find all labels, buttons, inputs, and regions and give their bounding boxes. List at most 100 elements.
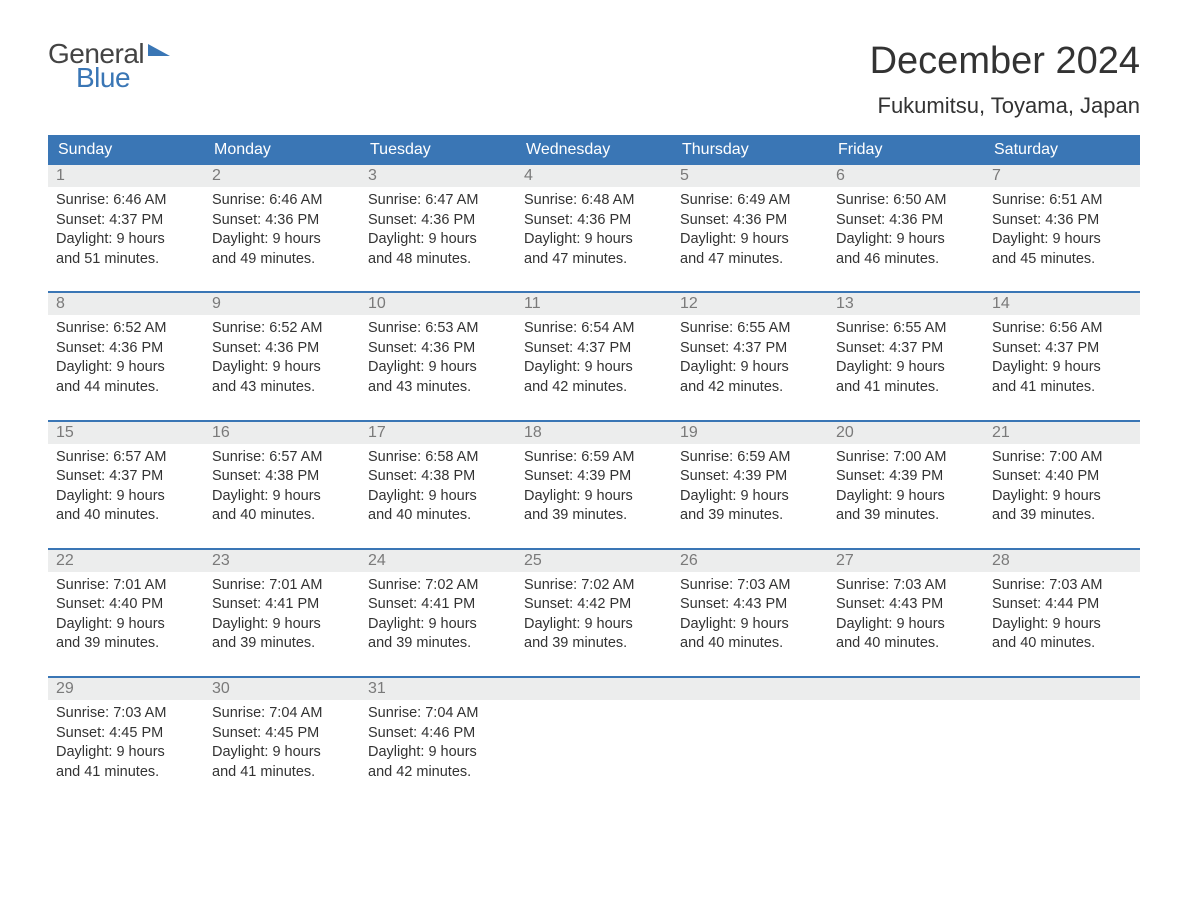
calendar-cell: Sunrise: 7:02 AMSunset: 4:42 PMDaylight:… xyxy=(516,572,672,662)
daylight-line-2: and 39 minutes. xyxy=(524,506,664,526)
day-number: 24 xyxy=(360,550,516,572)
daylight-line-2: and 43 minutes. xyxy=(368,378,508,398)
sunset-line: Sunset: 4:46 PM xyxy=(368,724,508,744)
calendar-cell: Sunrise: 6:56 AMSunset: 4:37 PMDaylight:… xyxy=(984,315,1140,405)
day-number: 30 xyxy=(204,678,360,700)
calendar-cell: Sunrise: 7:03 AMSunset: 4:43 PMDaylight:… xyxy=(828,572,984,662)
daylight-line-2: and 41 minutes. xyxy=(56,763,196,783)
day-header-tue: Tuesday xyxy=(360,135,516,165)
calendar-cell: Sunrise: 6:52 AMSunset: 4:36 PMDaylight:… xyxy=(204,315,360,405)
day-number: 4 xyxy=(516,165,672,187)
calendar-week: 891011121314Sunrise: 6:52 AMSunset: 4:36… xyxy=(48,291,1140,405)
sunset-line: Sunset: 4:40 PM xyxy=(992,467,1132,487)
calendar-week: 1234567Sunrise: 6:46 AMSunset: 4:37 PMDa… xyxy=(48,165,1140,277)
sunrise-line: Sunrise: 6:53 AM xyxy=(368,319,508,339)
daylight-line-2: and 42 minutes. xyxy=(680,378,820,398)
sunrise-line: Sunrise: 6:54 AM xyxy=(524,319,664,339)
daylight-line-1: Daylight: 9 hours xyxy=(992,487,1132,507)
calendar-cell: Sunrise: 6:50 AMSunset: 4:36 PMDaylight:… xyxy=(828,187,984,277)
daylight-line-2: and 40 minutes. xyxy=(836,634,976,654)
sunrise-line: Sunrise: 6:57 AM xyxy=(212,448,352,468)
day-header-thu: Thursday xyxy=(672,135,828,165)
brand-triangle-icon xyxy=(148,44,170,56)
sunrise-line: Sunrise: 6:59 AM xyxy=(680,448,820,468)
daylight-line-2: and 41 minutes. xyxy=(836,378,976,398)
calendar-cell: Sunrise: 6:57 AMSunset: 4:37 PMDaylight:… xyxy=(48,444,204,534)
sunset-line: Sunset: 4:36 PM xyxy=(212,339,352,359)
daylight-line-1: Daylight: 9 hours xyxy=(680,487,820,507)
calendar-cell: Sunrise: 6:55 AMSunset: 4:37 PMDaylight:… xyxy=(828,315,984,405)
sunrise-line: Sunrise: 7:01 AM xyxy=(56,576,196,596)
day-header-fri: Friday xyxy=(828,135,984,165)
sunrise-line: Sunrise: 6:56 AM xyxy=(992,319,1132,339)
calendar-cell: Sunrise: 6:49 AMSunset: 4:36 PMDaylight:… xyxy=(672,187,828,277)
sunset-line: Sunset: 4:37 PM xyxy=(992,339,1132,359)
calendar-cell: Sunrise: 7:03 AMSunset: 4:43 PMDaylight:… xyxy=(672,572,828,662)
day-header-sat: Saturday xyxy=(984,135,1140,165)
sunset-line: Sunset: 4:36 PM xyxy=(992,211,1132,231)
day-number: 15 xyxy=(48,422,204,444)
day-number: 21 xyxy=(984,422,1140,444)
day-number: 2 xyxy=(204,165,360,187)
sunset-line: Sunset: 4:38 PM xyxy=(212,467,352,487)
daylight-line-1: Daylight: 9 hours xyxy=(836,358,976,378)
daylight-line-2: and 44 minutes. xyxy=(56,378,196,398)
daylight-line-2: and 51 minutes. xyxy=(56,250,196,270)
sunrise-line: Sunrise: 6:52 AM xyxy=(56,319,196,339)
sunset-line: Sunset: 4:42 PM xyxy=(524,595,664,615)
daylight-line-1: Daylight: 9 hours xyxy=(56,743,196,763)
daynum-row: 293031 xyxy=(48,678,1140,700)
day-number: 27 xyxy=(828,550,984,572)
daylight-line-2: and 39 minutes. xyxy=(836,506,976,526)
day-number: 10 xyxy=(360,293,516,315)
day-number: 13 xyxy=(828,293,984,315)
sunset-line: Sunset: 4:37 PM xyxy=(56,467,196,487)
brand-logo: General Blue xyxy=(48,40,170,92)
sunrise-line: Sunrise: 6:55 AM xyxy=(836,319,976,339)
sunset-line: Sunset: 4:45 PM xyxy=(56,724,196,744)
sunrise-line: Sunrise: 7:03 AM xyxy=(56,704,196,724)
brand-line2: Blue xyxy=(76,64,144,92)
sunrise-line: Sunrise: 6:46 AM xyxy=(56,191,196,211)
daylight-line-2: and 42 minutes. xyxy=(368,763,508,783)
calendar-cell: Sunrise: 7:03 AMSunset: 4:44 PMDaylight:… xyxy=(984,572,1140,662)
day-number: 1 xyxy=(48,165,204,187)
calendar-cell: Sunrise: 6:54 AMSunset: 4:37 PMDaylight:… xyxy=(516,315,672,405)
daylight-line-2: and 40 minutes. xyxy=(992,634,1132,654)
sunrise-line: Sunrise: 6:57 AM xyxy=(56,448,196,468)
day-number xyxy=(984,678,1140,700)
sunset-line: Sunset: 4:39 PM xyxy=(524,467,664,487)
daylight-line-2: and 40 minutes. xyxy=(212,506,352,526)
daylight-line-1: Daylight: 9 hours xyxy=(56,615,196,635)
sunset-line: Sunset: 4:36 PM xyxy=(836,211,976,231)
daylight-line-1: Daylight: 9 hours xyxy=(212,487,352,507)
sunset-line: Sunset: 4:39 PM xyxy=(680,467,820,487)
day-number: 29 xyxy=(48,678,204,700)
calendar-cell: Sunrise: 6:48 AMSunset: 4:36 PMDaylight:… xyxy=(516,187,672,277)
calendar-cell xyxy=(984,700,1140,790)
calendar-cell: Sunrise: 7:02 AMSunset: 4:41 PMDaylight:… xyxy=(360,572,516,662)
daylight-line-1: Daylight: 9 hours xyxy=(992,230,1132,250)
day-number: 25 xyxy=(516,550,672,572)
calendar-week: 22232425262728Sunrise: 7:01 AMSunset: 4:… xyxy=(48,548,1140,662)
daylight-line-1: Daylight: 9 hours xyxy=(836,230,976,250)
calendar-cell: Sunrise: 7:04 AMSunset: 4:46 PMDaylight:… xyxy=(360,700,516,790)
daylight-line-2: and 39 minutes. xyxy=(680,506,820,526)
sunset-line: Sunset: 4:36 PM xyxy=(368,211,508,231)
daylight-line-1: Daylight: 9 hours xyxy=(368,358,508,378)
sunrise-line: Sunrise: 6:49 AM xyxy=(680,191,820,211)
sunrise-line: Sunrise: 7:03 AM xyxy=(992,576,1132,596)
calendar-week: 293031 Sunrise: 7:03 AMSunset: 4:45 PMDay… xyxy=(48,676,1140,790)
calendar-cell: Sunrise: 6:46 AMSunset: 4:37 PMDaylight:… xyxy=(48,187,204,277)
calendar-cell: Sunrise: 6:59 AMSunset: 4:39 PMDaylight:… xyxy=(516,444,672,534)
sunrise-line: Sunrise: 7:04 AM xyxy=(212,704,352,724)
daylight-line-1: Daylight: 9 hours xyxy=(836,615,976,635)
daylight-line-1: Daylight: 9 hours xyxy=(212,615,352,635)
location-subtitle: Fukumitsu, Toyama, Japan xyxy=(870,93,1140,119)
month-title: December 2024 xyxy=(870,40,1140,83)
daylight-line-2: and 40 minutes. xyxy=(680,634,820,654)
calendar-cell: Sunrise: 6:46 AMSunset: 4:36 PMDaylight:… xyxy=(204,187,360,277)
daylight-line-1: Daylight: 9 hours xyxy=(524,230,664,250)
day-header-wed: Wednesday xyxy=(516,135,672,165)
weeks-container: 1234567Sunrise: 6:46 AMSunset: 4:37 PMDa… xyxy=(48,165,1140,790)
